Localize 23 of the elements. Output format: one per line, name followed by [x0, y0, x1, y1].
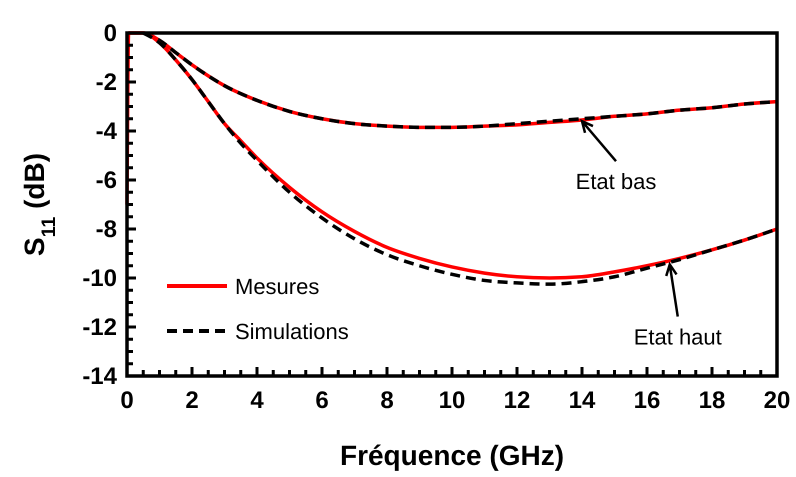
x-tick-label: 4: [250, 387, 264, 414]
annotation: Etat haut: [634, 324, 722, 350]
x-axis-title: Fréquence (GHz): [340, 440, 564, 471]
x-tick-label: 2: [185, 387, 199, 414]
x-tick-label: 16: [634, 387, 660, 414]
y-tick-label: -8: [96, 216, 117, 243]
y-tick-label: -2: [96, 69, 117, 96]
y-tick-label: -14: [82, 363, 118, 390]
y-tick-label: -6: [96, 167, 117, 194]
annotation: Etat bas: [576, 169, 656, 194]
x-tick-label: 18: [698, 387, 726, 414]
x-tick-label: 8: [380, 387, 394, 414]
x-tick-label: 20: [764, 387, 790, 414]
x-tick-label: 6: [315, 387, 329, 414]
x-tick-label: 10: [438, 387, 466, 414]
y-tick-label: -12: [82, 314, 117, 341]
y-tick-label: -4: [96, 118, 118, 145]
y-tick-label: -10: [82, 265, 117, 292]
legend-label: Simulations: [235, 319, 349, 344]
x-tick-label: 12: [504, 387, 530, 414]
legend-label: Mesures: [235, 274, 320, 299]
x-tick-label: 14: [568, 387, 596, 414]
y-tick-label: 0: [104, 20, 117, 47]
